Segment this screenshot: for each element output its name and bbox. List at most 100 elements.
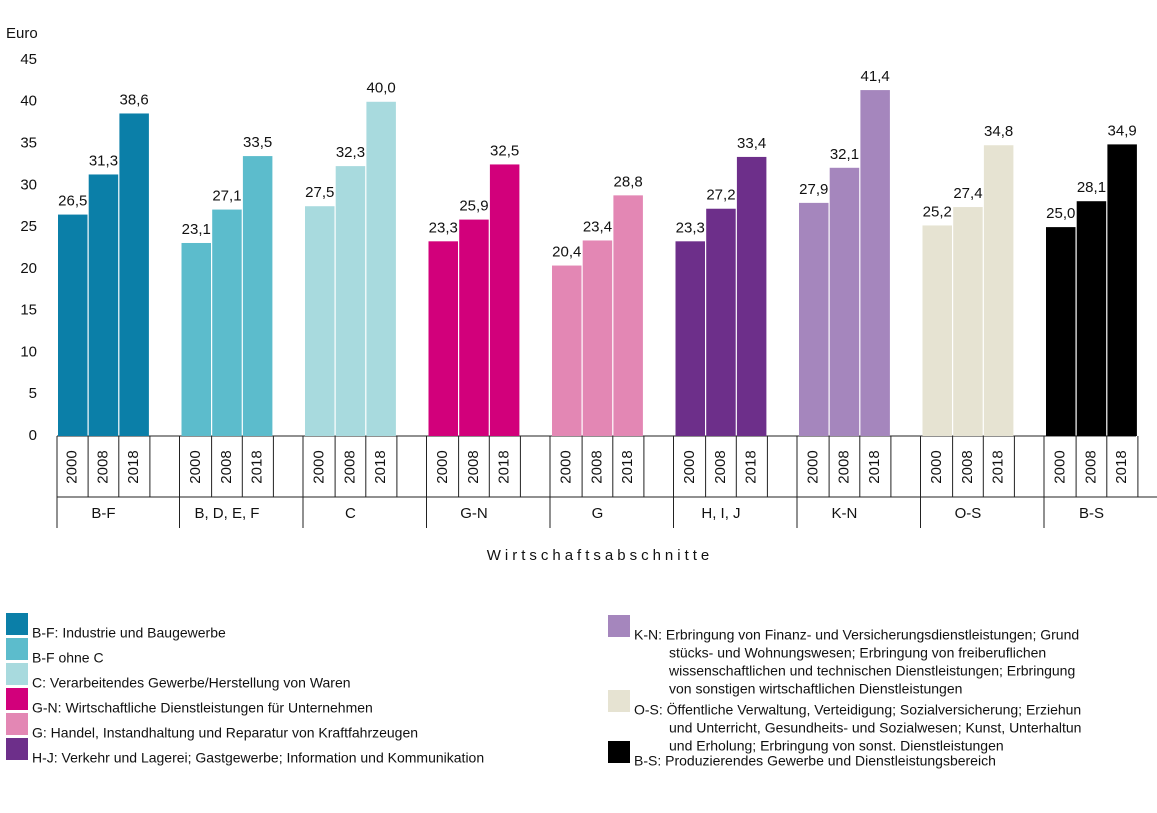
- value-label: 25,0: [1046, 205, 1075, 222]
- value-label: 23,1: [182, 221, 211, 238]
- bar: [860, 90, 890, 436]
- value-label: 32,5: [490, 142, 519, 159]
- legend-label: stücks- und Wohnungswesen; Erbringung vo…: [669, 645, 1046, 661]
- bar: [799, 202, 829, 436]
- y-tick-label: 45: [20, 51, 37, 68]
- bar: [489, 164, 520, 436]
- y-tick-label: 35: [20, 135, 37, 152]
- bar: [242, 156, 273, 437]
- legend-label: von sonstigen wirtschaftlichen Dienstlei…: [669, 681, 962, 697]
- y-tick-label: 10: [20, 343, 37, 360]
- x-tick-label: 2000: [311, 450, 328, 483]
- y-tick-label: 15: [20, 302, 37, 319]
- value-label: 27,5: [305, 184, 334, 201]
- x-tick-label: 2008: [835, 450, 852, 483]
- bar: [459, 219, 489, 436]
- x-tick-label: 2018: [743, 450, 760, 483]
- x-tick-label: 2018: [372, 450, 389, 483]
- bar: [582, 240, 613, 436]
- legend-label: G-N: Wirtschaftliche Dienstleistungen fü…: [32, 700, 373, 716]
- x-tick-label: 2000: [681, 450, 698, 483]
- value-label: 33,5: [243, 134, 272, 151]
- bar: [922, 225, 952, 436]
- bar: [552, 265, 582, 436]
- y-tick-label: 40: [20, 93, 37, 110]
- legend-swatch: [6, 613, 28, 635]
- x-tick-label: 2018: [866, 450, 883, 483]
- x-tick-label: 2008: [218, 450, 235, 483]
- bar: [736, 156, 767, 436]
- x-tick-label: 2008: [712, 450, 729, 483]
- bar: [613, 195, 643, 436]
- value-label: 38,6: [120, 91, 149, 108]
- value-label: 26,5: [58, 193, 87, 210]
- y-tick-label: 0: [29, 427, 37, 444]
- value-label: 23,3: [676, 219, 705, 236]
- legend-label: G: Handel, Instandhaltung und Reparatur …: [32, 725, 418, 741]
- legend-label: B-F ohne C: [32, 650, 104, 666]
- x-tick-label: 2000: [187, 450, 204, 483]
- group-label: C: [345, 505, 356, 522]
- x-tick-label: 2008: [588, 450, 605, 483]
- bar: [119, 113, 149, 436]
- x-tick-label: 2018: [125, 450, 142, 483]
- legend-label: und Unterricht, Gesundheits- und Sozialw…: [669, 720, 1081, 736]
- group-label: O-S: [955, 505, 982, 522]
- x-tick-label: 2000: [64, 450, 81, 483]
- value-label: 28,8: [614, 173, 643, 190]
- value-label: 27,1: [212, 188, 241, 205]
- value-label: 40,0: [367, 80, 396, 97]
- group-label: B, D, E, F: [194, 505, 259, 522]
- x-tick-label: 2000: [805, 450, 822, 483]
- bar: [829, 167, 860, 436]
- bar: [953, 207, 983, 436]
- bar: [1107, 144, 1137, 436]
- y-tick-label: 20: [20, 260, 37, 277]
- group-label: B-S: [1079, 505, 1104, 522]
- value-label: 33,4: [737, 135, 766, 152]
- legend-label: B-F: Industrie und Baugewerbe: [32, 625, 226, 641]
- value-label: 20,4: [552, 244, 581, 261]
- value-label: 27,2: [706, 187, 735, 204]
- x-tick-label: 2000: [434, 450, 451, 483]
- group-label: K-N: [832, 505, 858, 522]
- value-label: 41,4: [861, 68, 890, 85]
- bar: [335, 166, 366, 437]
- value-label: 23,3: [429, 219, 458, 236]
- legend-label: und Erholung; Erbringung von sonst. Dien…: [669, 738, 1004, 754]
- y-axis-label: Euro: [6, 25, 38, 42]
- bar: [305, 206, 335, 436]
- value-label: 25,2: [923, 203, 952, 220]
- value-label: 31,3: [89, 152, 118, 169]
- x-tick-label: 2000: [558, 450, 575, 483]
- bar: [1046, 227, 1076, 436]
- legend-swatch: [6, 688, 28, 710]
- legend-label: H-J: Verkehr und Lagerei; Gastgewerbe; I…: [32, 750, 484, 766]
- x-tick-label: 2008: [1082, 450, 1099, 483]
- x-tick-label: 2008: [94, 450, 111, 483]
- legend-label: K-N: Erbringung von Finanz- und Versiche…: [634, 627, 1079, 643]
- value-label: 23,4: [583, 218, 612, 235]
- value-label: 27,9: [799, 181, 828, 198]
- x-axis-label: Wirtschaftsabschnitte: [487, 547, 714, 564]
- group-label: G-N: [460, 505, 488, 522]
- y-tick-label: 5: [29, 385, 37, 402]
- legend-swatch: [6, 663, 28, 685]
- group-label: G: [592, 505, 604, 522]
- legend-swatch: [608, 690, 630, 712]
- value-label: 32,3: [336, 144, 365, 161]
- x-tick-label: 2018: [990, 450, 1007, 483]
- x-tick-label: 2018: [619, 450, 636, 483]
- x-tick-label: 2018: [249, 450, 266, 483]
- value-label: 25,9: [459, 198, 488, 215]
- legend-label: B-S: Produzierendes Gewerbe und Dienstle…: [634, 753, 996, 769]
- bar: [88, 174, 119, 436]
- x-tick-label: 2018: [1113, 450, 1130, 483]
- x-tick-label: 2008: [959, 450, 976, 483]
- x-tick-label: 2000: [1052, 450, 1069, 483]
- group-label: B-F: [91, 505, 115, 522]
- legend-swatch: [608, 615, 630, 637]
- legend-swatch: [6, 638, 28, 660]
- x-tick-label: 2000: [928, 450, 945, 483]
- legend-label: O-S: Öffentliche Verwaltung, Verteidigun…: [634, 701, 1081, 718]
